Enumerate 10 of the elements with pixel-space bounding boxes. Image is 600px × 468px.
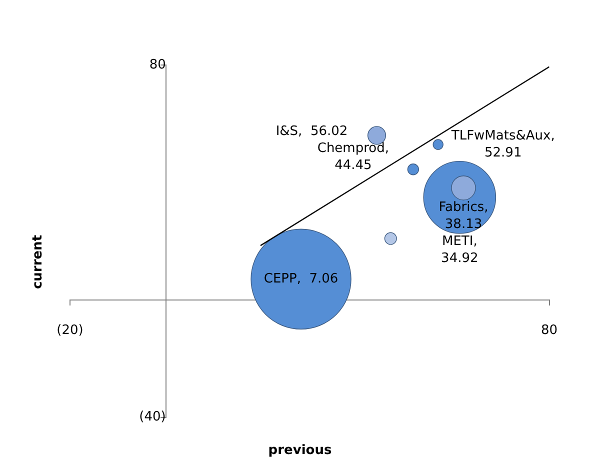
y-axis-title: current <box>30 234 46 290</box>
data-label: Chemprod, 44.45 <box>317 141 389 174</box>
x-tick-label: (20) <box>56 323 84 338</box>
data-label: I&S, 56.02 <box>276 124 348 139</box>
x-axis-title: previous <box>268 443 332 458</box>
data-label: Fabrics, 38.13 <box>438 200 488 232</box>
data-label: TLFwMats&Aux, 52.91 <box>450 128 555 160</box>
data-label: METI, 34.92 <box>441 234 478 266</box>
data-label: CEPP, 7.06 <box>264 272 338 287</box>
y-tick-label: (40) <box>139 410 166 425</box>
